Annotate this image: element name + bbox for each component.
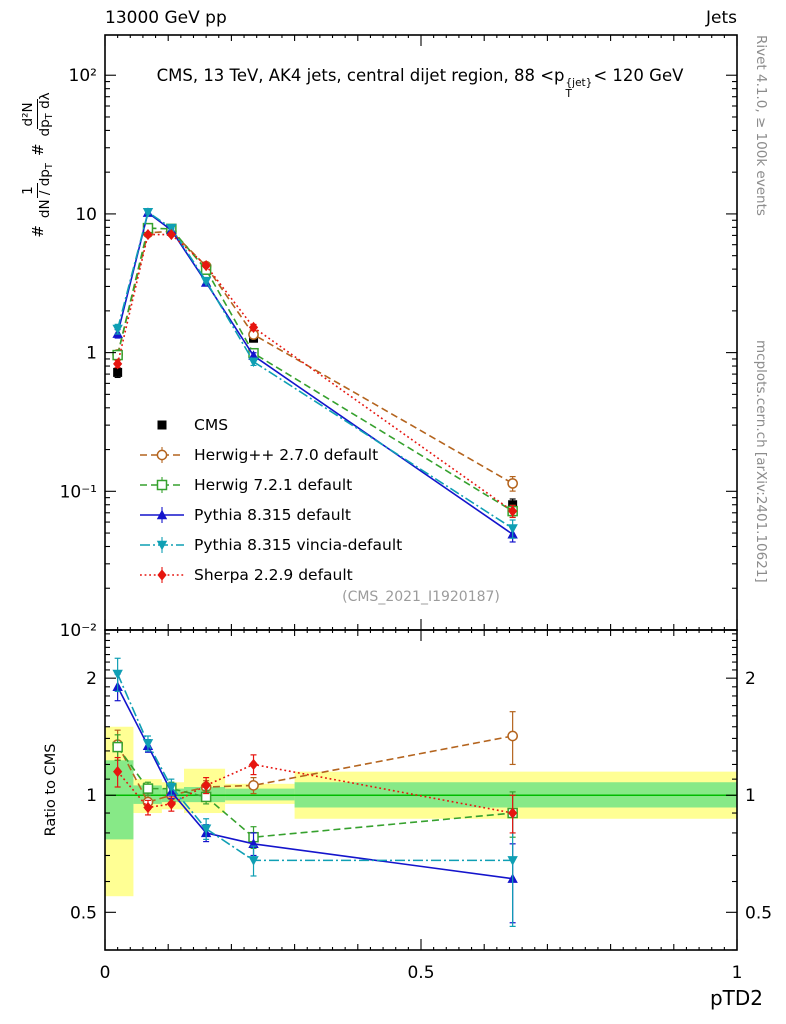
plot-title-text: CMS, 13 TeV, AK4 jets, central dijet reg… [156, 66, 565, 85]
svg-text:10²: 10² [69, 66, 97, 86]
legend-item-herwig7: Herwig 7.2.1 default [138, 470, 402, 500]
legend-label: Pythia 8.315 vincia-default [194, 536, 403, 554]
axis-tick-labels: 10² 10 1 10⁻¹ 10⁻² 2 2 1 1 0.5 0.5 0 0.5 1 [60, 66, 772, 983]
ylabel-hash-1: # [29, 225, 47, 238]
x-axis-label: pTD2 [709, 986, 763, 1010]
pt-jet-subsup: {jet} T [566, 78, 593, 99]
svg-text:0.5: 0.5 [407, 963, 434, 983]
svg-text:0.5: 0.5 [70, 903, 97, 923]
cms-marker-icon [157, 420, 167, 430]
legend-item-vincia: Pythia 8.315 vincia-default [138, 530, 402, 560]
svg-text:1: 1 [86, 344, 97, 364]
series-sherpa [113, 228, 518, 519]
legend-item-pythia: Pythia 8.315 default [138, 500, 402, 530]
legend-item-cms: CMS [138, 410, 402, 440]
beam-energy-label: 13000 GeV pp [105, 8, 227, 28]
ylabel-fraction-1: 1 dN / dpT [19, 163, 55, 219]
legend-label: Herwig 7.2.1 default [194, 476, 353, 494]
legend-item-sherpa: Sherpa 2.2.9 default [138, 560, 402, 590]
mcplots-arxiv-note: mcplots.cern.ch [arXiv:2401.10621] [753, 340, 769, 583]
svg-text:10⁻¹: 10⁻¹ [60, 482, 97, 502]
svg-text:1: 1 [86, 786, 97, 806]
main-series [112, 207, 518, 543]
svg-text:1: 1 [745, 786, 756, 806]
main-y-axis-label: # 1 dN / dpT # d²N dpT dλ [8, 15, 68, 315]
series-vincia [112, 207, 518, 539]
ratio-bands [105, 726, 737, 897]
svg-text:10⁻²: 10⁻² [60, 621, 97, 641]
svg-text:1: 1 [732, 963, 743, 983]
ratio-y-axis-label: Ratio to CMS [43, 743, 59, 837]
legend-label: Herwig++ 2.7.0 default [194, 446, 379, 464]
vincia-marker-icon [140, 537, 184, 553]
pt-superscript: {jet} [565, 77, 593, 89]
ylabel-hash-2: # [29, 143, 47, 157]
ratio-series-sherpa [113, 754, 518, 834]
sherpa-marker-icon [140, 567, 184, 583]
analysis-id-watermark: (CMS_2021_I1920187) [342, 589, 500, 605]
ratio-series-vincia [112, 657, 518, 927]
legend-label: Sherpa 2.2.9 default [194, 566, 353, 584]
rivet-version-note: Rivet 4.1.0, ≥ 100k events [753, 35, 769, 216]
plot-title: CMS, 13 TeV, AK4 jets, central dijet reg… [100, 66, 740, 99]
legend-label: CMS [194, 416, 229, 434]
svg-text:2: 2 [745, 669, 756, 689]
svg-text:10: 10 [75, 205, 97, 225]
legend: CMS Herwig++ 2.7.0 default Herwig 7.2.1 de… [138, 410, 402, 590]
svg-text:0: 0 [100, 963, 111, 983]
pt-subscript: T [565, 87, 572, 100]
legend-item-herwigpp: Herwig++ 2.7.0 default [138, 440, 402, 470]
svg-text:2: 2 [86, 669, 97, 689]
ratio-series [112, 657, 518, 927]
analysis-group-label: Jets [706, 8, 737, 28]
ylabel-fraction-2: d²N dpT dλ [19, 92, 55, 137]
pythia-marker-icon [140, 507, 184, 523]
svg-text:0.5: 0.5 [745, 903, 772, 923]
herwig7-marker-icon [140, 477, 184, 493]
axis-ticks [104, 35, 738, 951]
legend-label: Pythia 8.315 default [194, 506, 351, 524]
plot-title-text-end: < 120 GeV [593, 66, 684, 85]
herwigpp-marker-icon [140, 447, 184, 463]
